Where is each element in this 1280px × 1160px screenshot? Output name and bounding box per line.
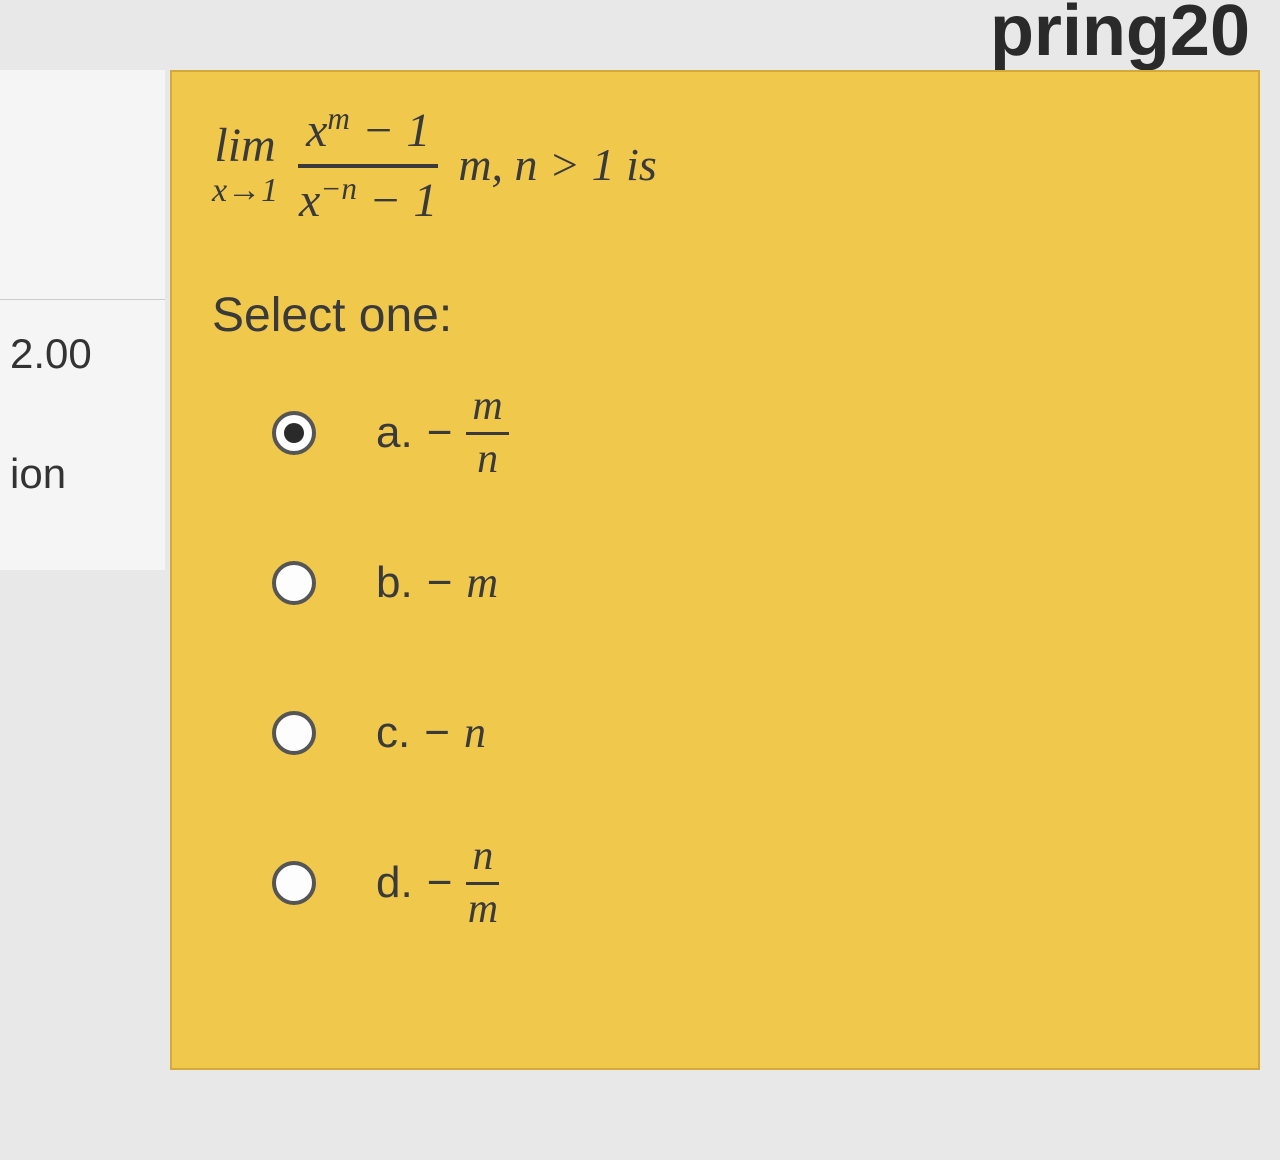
option-c-letter: c. <box>376 708 410 758</box>
option-b[interactable]: b. − m <box>272 533 1218 633</box>
option-d-sign: − <box>427 858 453 908</box>
option-a-fraction: m n <box>466 384 508 481</box>
question-box: lim x→1 xm − 1 x−n − 1 m, n > 1 is Selec… <box>170 70 1260 1070</box>
limit-label: lim <box>214 122 275 170</box>
option-d-frac-top: n <box>466 834 499 885</box>
option-a-sign: − <box>427 408 453 458</box>
radio-c[interactable] <box>272 711 316 755</box>
sidebar-top-block <box>0 70 165 300</box>
question-condition: m, n > 1 is <box>458 138 656 191</box>
option-d-label: d. − n m <box>376 834 499 931</box>
fraction-denominator: x−n − 1 <box>299 168 437 228</box>
radio-b[interactable] <box>272 561 316 605</box>
option-c-sign: − <box>424 708 450 758</box>
radio-d[interactable] <box>272 861 316 905</box>
option-b-label: b. − m <box>376 557 498 608</box>
option-a-frac-top: m <box>466 384 508 435</box>
option-d-letter: d. <box>376 858 413 908</box>
option-c-value: n <box>464 707 486 758</box>
sidebar-nav-fragment[interactable]: ion <box>10 450 66 498</box>
option-b-value: m <box>466 557 498 608</box>
option-d[interactable]: d. − n m <box>272 833 1218 933</box>
select-one-label: Select one: <box>212 288 1218 343</box>
option-a-letter: a. <box>376 408 413 458</box>
sidebar: 2.00 ion <box>0 70 165 570</box>
option-a[interactable]: a. − m n <box>272 383 1218 483</box>
options-group: a. − m n b. − m c. − n <box>212 383 1218 933</box>
option-b-sign: − <box>427 558 453 608</box>
option-c[interactable]: c. − n <box>272 683 1218 783</box>
option-a-label: a. − m n <box>376 384 509 481</box>
limit-approach: x→1 <box>212 174 278 208</box>
option-d-frac-bottom: m <box>468 885 498 931</box>
header-fragment: pring20 <box>990 0 1250 72</box>
option-b-letter: b. <box>376 558 413 608</box>
radio-a[interactable] <box>272 411 316 455</box>
question-math: lim x→1 xm − 1 x−n − 1 m, n > 1 is <box>212 102 1218 228</box>
sidebar-score: 2.00 <box>10 330 92 378</box>
fraction-numerator: xm − 1 <box>298 102 438 168</box>
limit-operator: lim x→1 <box>212 122 278 208</box>
option-a-frac-bottom: n <box>477 435 498 481</box>
option-d-fraction: n m <box>466 834 499 931</box>
limit-fraction: xm − 1 x−n − 1 <box>298 102 438 228</box>
option-c-label: c. − n <box>376 707 486 758</box>
